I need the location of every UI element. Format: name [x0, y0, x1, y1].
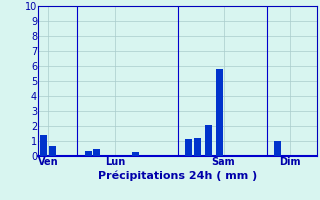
- Bar: [274, 141, 281, 156]
- Bar: [41, 135, 47, 156]
- X-axis label: Précipitations 24h ( mm ): Précipitations 24h ( mm ): [98, 170, 257, 181]
- Bar: [132, 152, 139, 156]
- Bar: [93, 149, 100, 156]
- Bar: [85, 151, 92, 156]
- Bar: [185, 139, 192, 156]
- Bar: [205, 125, 212, 156]
- Bar: [49, 146, 56, 156]
- Bar: [216, 69, 223, 156]
- Bar: [194, 138, 201, 156]
